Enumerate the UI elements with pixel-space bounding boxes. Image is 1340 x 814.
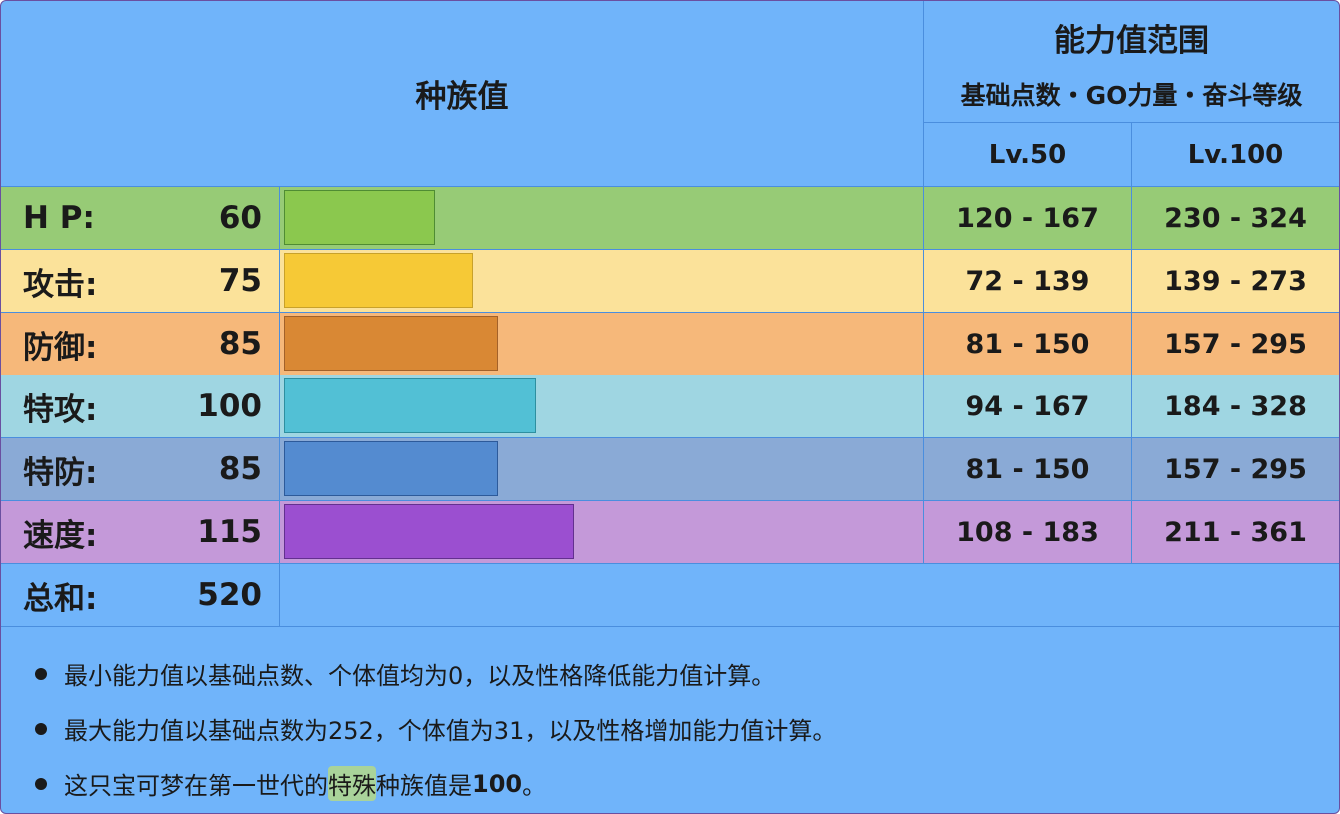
bullet-icon <box>35 667 47 680</box>
stat-range-header: 能力值范围 <box>1054 22 1209 59</box>
note-text: 。 <box>522 772 547 800</box>
stat-range-subtitle: 基础点数・GO力量・奋斗等级 <box>960 81 1303 110</box>
stat-row: H P: 60 120 - 167 230 - 324 <box>1 187 1339 249</box>
stat-range-lv50: 81 - 150 <box>965 453 1090 485</box>
note-text: 最大能力值以基础点数为252，个体值为31，以及性格增加能力值计算。 <box>64 717 837 745</box>
stat-range-lv50: 120 - 167 <box>956 202 1099 234</box>
stat-bar <box>284 253 473 308</box>
stat-bar <box>284 316 498 371</box>
stat-range-lv100: 139 - 273 <box>1164 265 1307 297</box>
stat-value: 75 <box>218 263 262 299</box>
stat-range-lv50: 72 - 139 <box>965 265 1090 297</box>
stat-bar-track <box>280 313 923 375</box>
total-label: 总和: <box>23 580 98 617</box>
stat-row: 特攻: 100 94 - 167 184 - 328 <box>1 375 1339 437</box>
special-base-value: 100 <box>472 769 523 798</box>
note-min-stat: 最小能力值以基础点数、个体值均为0，以及性格降低能力值计算。 <box>35 656 775 691</box>
stat-range-lv50: 108 - 183 <box>956 516 1099 548</box>
stat-label: 攻击: <box>23 266 98 303</box>
stat-label: 防御: <box>23 329 98 366</box>
stat-value: 100 <box>197 388 262 424</box>
note-text: 这只宝可梦在第一世代的 <box>64 772 328 800</box>
stat-value: 115 <box>197 514 262 550</box>
grid-divider <box>1 249 1339 250</box>
grid-divider <box>1 186 1339 187</box>
stat-bar-track <box>280 501 923 563</box>
grid-divider <box>923 1 924 564</box>
stat-range-lv100: 157 - 295 <box>1164 453 1307 485</box>
stat-row: 特防: 85 81 - 150 157 - 295 <box>1 438 1339 500</box>
stat-range-lv50: 81 - 150 <box>965 328 1090 360</box>
stat-label: 特防: <box>23 454 98 491</box>
stat-bar-track <box>280 187 923 249</box>
grid-divider <box>279 186 280 626</box>
stat-value: 85 <box>218 326 262 362</box>
stat-bar <box>284 378 536 433</box>
grid-divider <box>1 626 1339 627</box>
total-value: 520 <box>197 577 262 613</box>
stat-row: 防御: 85 81 - 150 157 - 295 <box>1 313 1339 375</box>
stat-bar <box>284 190 435 245</box>
stat-bar <box>284 504 574 559</box>
note-text: 种族值是 <box>376 772 472 800</box>
bullet-icon <box>35 722 47 735</box>
note-text: 最小能力值以基础点数、个体值均为0，以及性格降低能力值计算。 <box>64 662 776 690</box>
note-gen1-special: 这只宝可梦在第一世代的 特殊 种族值是 100 。 <box>35 766 546 801</box>
level-100-header: Lv.100 <box>1187 139 1284 170</box>
stat-value: 60 <box>218 200 262 236</box>
stat-value: 85 <box>218 451 262 487</box>
stat-bar-track <box>280 250 923 312</box>
stat-bar-track <box>280 438 923 500</box>
grid-divider <box>1 563 1339 564</box>
note-max-stat: 最大能力值以基础点数为252，个体值为31，以及性格增加能力值计算。 <box>35 711 836 746</box>
stat-range-lv50: 94 - 167 <box>965 390 1090 422</box>
bullet-icon <box>35 777 47 790</box>
stat-range-lv100: 230 - 324 <box>1164 202 1307 234</box>
base-stats-header: 种族值 <box>415 79 509 115</box>
stat-bar-track <box>280 375 923 437</box>
stat-row: 速度: 115 108 - 183 211 - 361 <box>1 501 1339 563</box>
stat-bar <box>284 441 498 496</box>
stat-range-lv100: 184 - 328 <box>1164 390 1307 422</box>
grid-divider <box>1131 122 1132 564</box>
stat-range-lv100: 211 - 361 <box>1164 516 1307 548</box>
grid-divider <box>1 437 1339 438</box>
grid-divider <box>1 312 1339 313</box>
highlighted-term: 特殊 <box>328 766 376 801</box>
stat-label: 速度: <box>23 517 98 554</box>
grid-divider <box>1 500 1339 501</box>
stat-row: 攻击: 75 72 - 139 139 - 273 <box>1 250 1339 312</box>
stat-range-lv100: 157 - 295 <box>1164 328 1307 360</box>
total-row: 总和: 520 <box>1 564 1339 626</box>
level-50-header: Lv.50 <box>988 139 1067 170</box>
stat-label: 特攻: <box>23 391 98 428</box>
stat-label: H P: <box>23 200 95 236</box>
